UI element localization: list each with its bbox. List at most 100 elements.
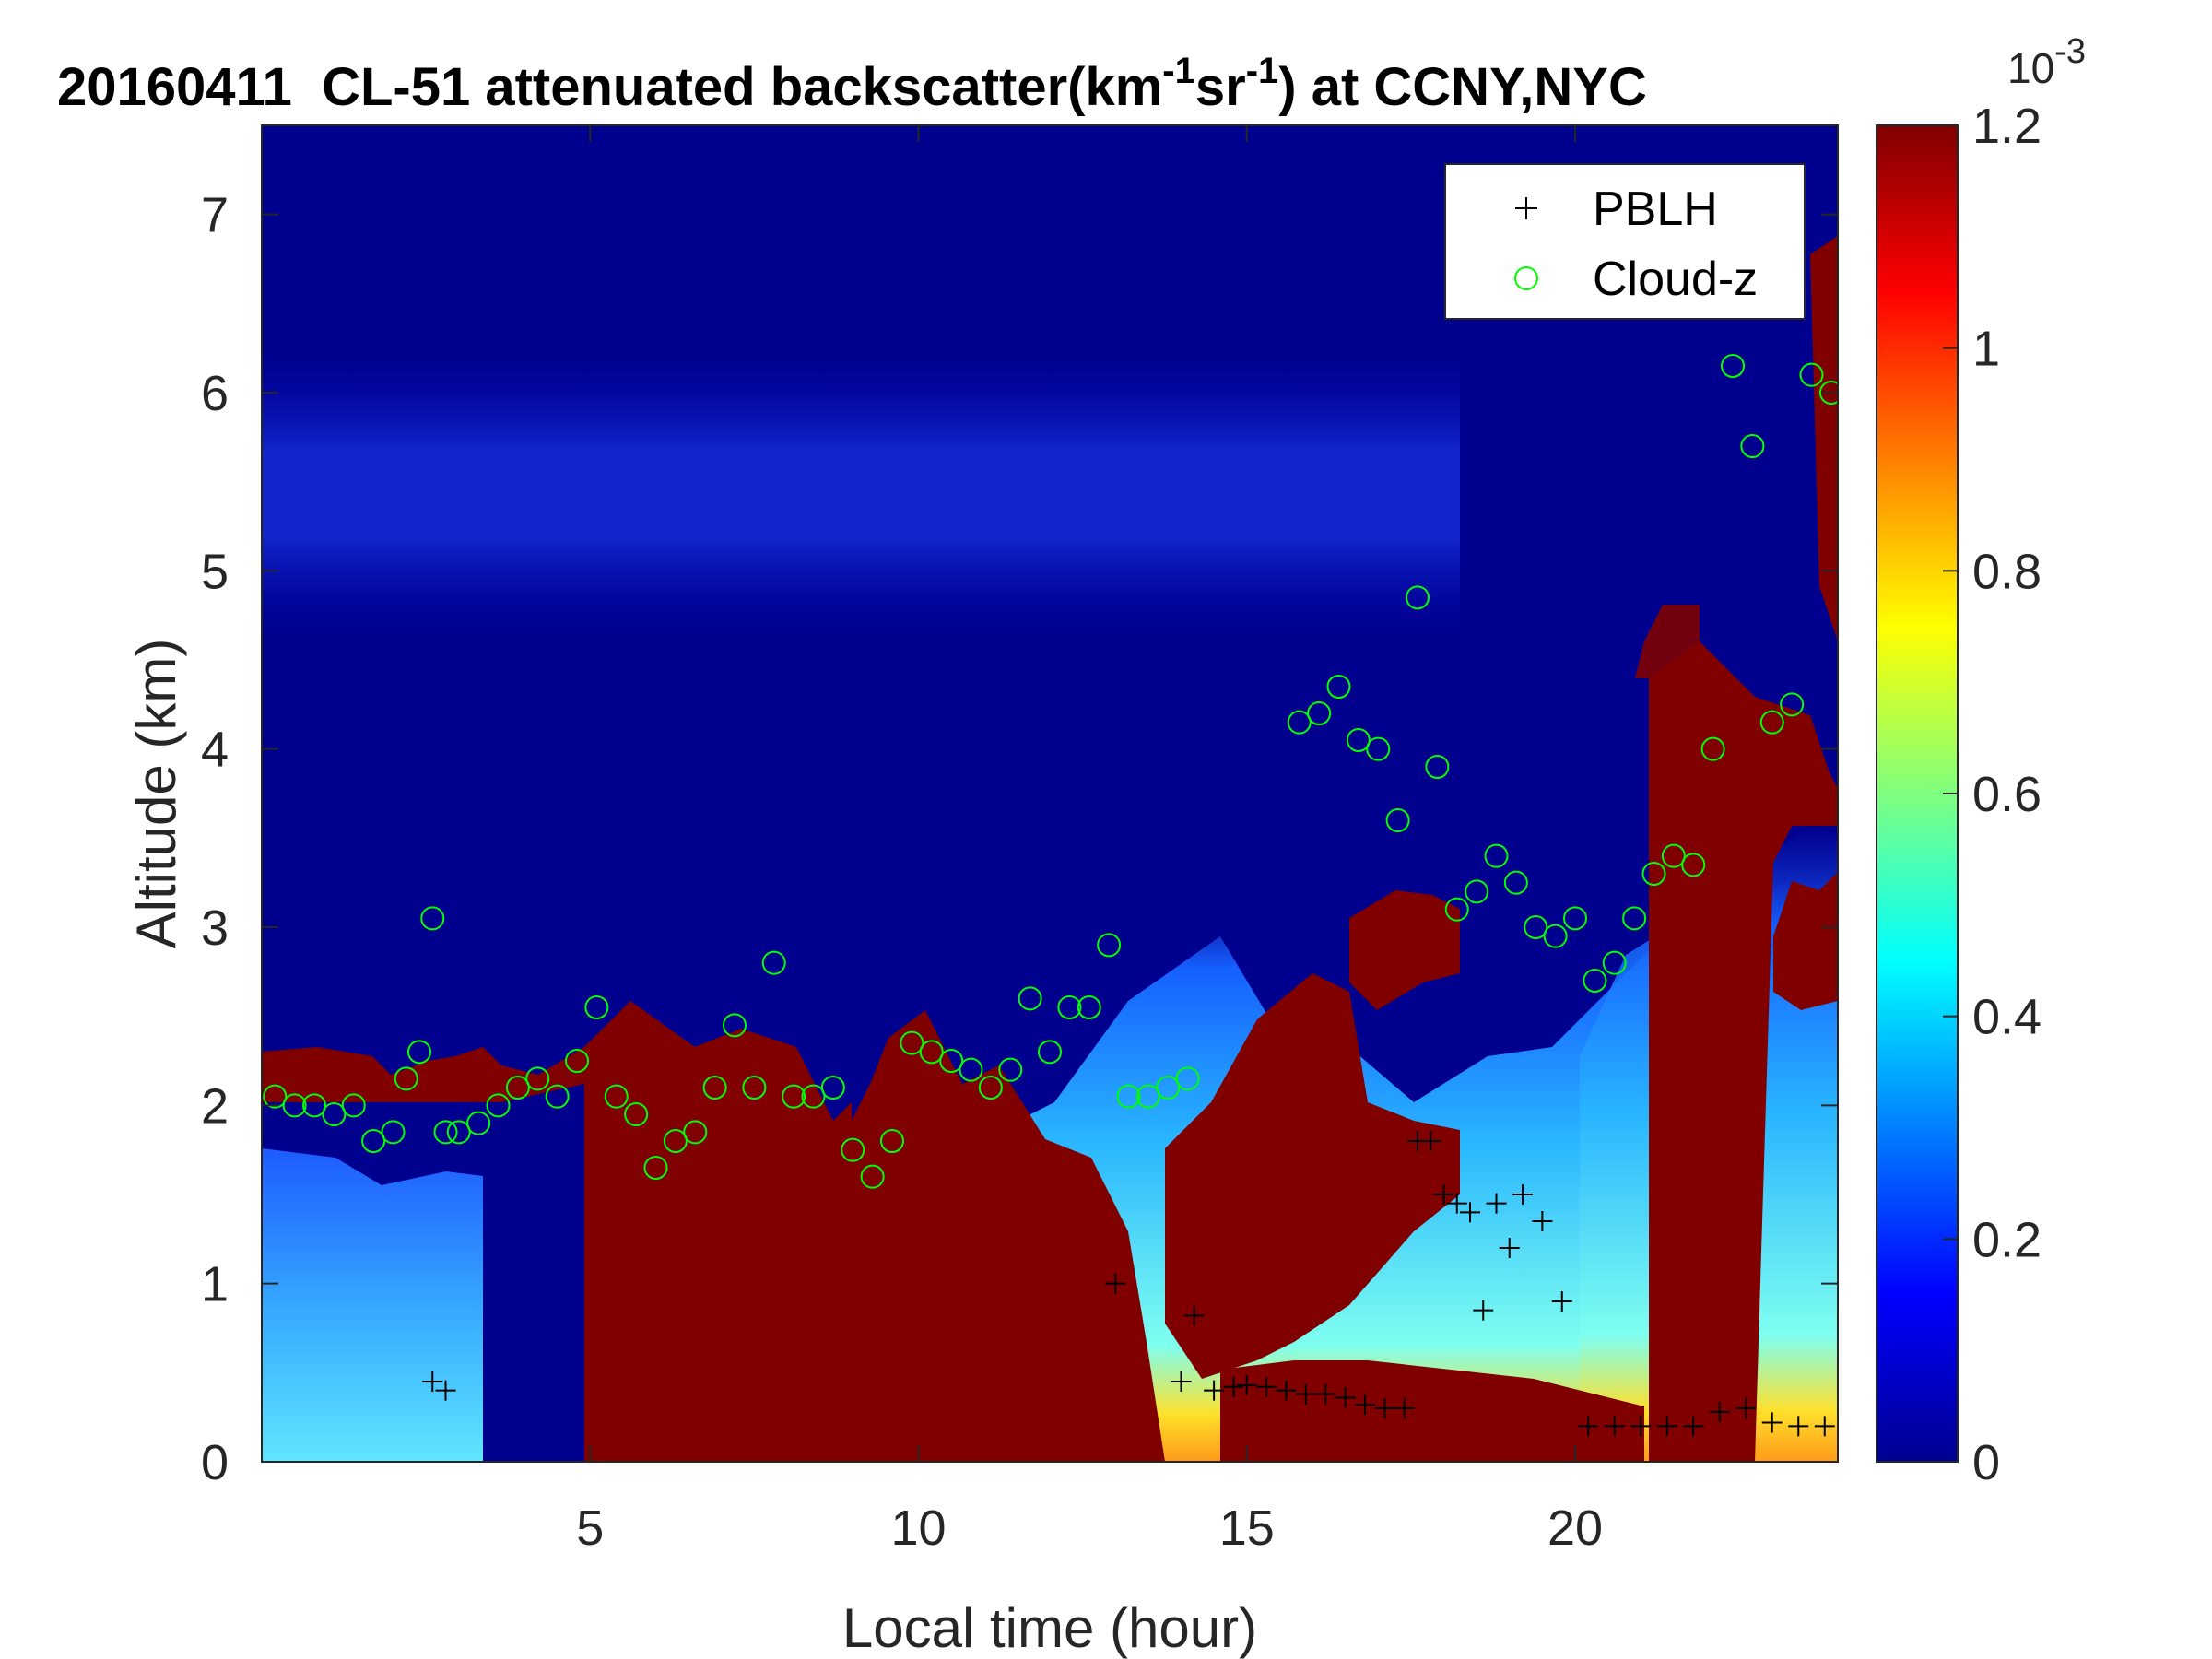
cloud-z-point (466, 1111, 491, 1135)
colorbar-tick-label: 0.4 (1972, 990, 2041, 1045)
cloud-z-point (361, 1129, 386, 1153)
cloud-z-point (322, 1102, 347, 1126)
cloud-z-point (420, 906, 445, 931)
cloud-z-point (1641, 862, 1666, 886)
cloud-z-point (1366, 736, 1391, 761)
cloud-z-point (761, 950, 786, 975)
pblh-point (1394, 1398, 1415, 1418)
x-tick-label: 5 (576, 1500, 604, 1556)
pblh-point (1709, 1401, 1730, 1422)
y-tick-label: 2 (201, 1078, 229, 1134)
upper-cloud-high (1810, 236, 1838, 641)
colorbar-tick-label: 0.6 (1972, 767, 2041, 822)
cloud-z-point (1524, 915, 1548, 939)
title-superscript-2: -1 (1246, 51, 1279, 91)
cloud-z-point (978, 1076, 1003, 1100)
cloud-z-point (1583, 969, 1607, 993)
cloud-z-point (1346, 728, 1371, 752)
pblh-point (1683, 1416, 1704, 1437)
cloud-z-point (959, 1057, 983, 1082)
pblh-point (1183, 1305, 1205, 1326)
plot-frame (261, 124, 1839, 1463)
y-tick-label: 1 (201, 1257, 229, 1312)
cloud-z-point (880, 1129, 904, 1153)
cloud-z-point (341, 1093, 366, 1118)
cloud-z-point (860, 1164, 885, 1189)
pblh-point (1105, 1273, 1126, 1294)
y-tick-label: 0 (201, 1435, 229, 1490)
cloud-z-point (1484, 843, 1509, 868)
cloud-z-point (486, 1093, 511, 1118)
cloud-z-point (1740, 434, 1765, 458)
cloud-z-point (1175, 1066, 1200, 1091)
colorbar-tick-label: 0.2 (1972, 1212, 2041, 1267)
pblh-point (1486, 1193, 1507, 1214)
cloud-z-point (1503, 870, 1528, 895)
y-axis-ticks: 0 1 2 3 4 5 6 7 (201, 188, 1838, 1490)
cloud-z-point (643, 1156, 668, 1180)
deep-cloud-column (1649, 641, 1838, 1462)
pblh-point (1788, 1416, 1809, 1437)
pblh-point (1604, 1416, 1625, 1437)
cloud-z-point (801, 1084, 826, 1109)
legend-label-pblh: PBLH (1593, 182, 1718, 236)
cloud-z-point (565, 1049, 589, 1073)
colorbar-tick-label: 1.2 (1972, 99, 2041, 154)
cloud-z-markers (263, 354, 1838, 1189)
cloud-z-point (381, 1120, 406, 1145)
pblh-point (1223, 1376, 1244, 1397)
cloud-z-point (723, 1013, 747, 1038)
upper-cloud-patch (1635, 605, 1700, 678)
cloud-z-point (1326, 675, 1351, 699)
cloud-z-point (998, 1057, 1023, 1082)
pblh-point (1578, 1416, 1599, 1437)
cloud-z-point (1602, 950, 1627, 975)
cloud-z-point (302, 1093, 326, 1118)
legend-marker-pblh (1515, 197, 1537, 219)
cloud-z-point (1097, 933, 1122, 958)
pblh-point (1171, 1371, 1192, 1392)
cloud-z-point (1700, 736, 1725, 761)
cloud-z-point (702, 1076, 727, 1100)
cloud-z-point (282, 1093, 307, 1118)
cloud-z-point (841, 1137, 865, 1162)
legend-box (1444, 163, 1806, 320)
pblh-point (1256, 1376, 1277, 1397)
pblh-point (1295, 1383, 1316, 1405)
cloud-layer-midday (852, 1010, 1165, 1462)
cloud-z-point (1444, 897, 1469, 922)
y-tick-label: 4 (201, 723, 229, 778)
pblh-point (1499, 1238, 1520, 1258)
pblh-point (435, 1380, 456, 1401)
cloud-z-point (446, 1120, 471, 1145)
cloud-z-point (939, 1049, 964, 1073)
cloud-z-point (663, 1129, 688, 1153)
aloft-aerosol-layer (262, 356, 1460, 632)
cloud-z-point (1116, 1084, 1141, 1109)
cloud-z-point (1385, 808, 1410, 832)
cloud-layer-evening (1349, 890, 1460, 1010)
pblh-point (1460, 1202, 1480, 1223)
cloud-z-point (407, 1040, 431, 1065)
cloud-z-point (1307, 701, 1332, 725)
backscatter-heatmap (262, 125, 1838, 1462)
cloud-z-point (505, 1076, 530, 1100)
cloud-z-point (1465, 879, 1489, 904)
cloud-z-point (1018, 986, 1042, 1011)
cloud-z-point (525, 1066, 550, 1091)
pblh-point (1551, 1291, 1572, 1312)
x-axis-ticks: 5 10 15 20 (576, 125, 1603, 1556)
cloud-z-point (1135, 1084, 1160, 1109)
pblh-point (1473, 1300, 1494, 1321)
pblh-point (1630, 1416, 1652, 1437)
y-tick-label: 5 (201, 544, 229, 599)
cloud-z-point (1759, 710, 1784, 735)
pblh-point (1335, 1387, 1356, 1408)
colorbar-exponent: 10-3 (2007, 32, 2086, 92)
y-tick-label: 7 (201, 188, 229, 243)
pblh-point (1355, 1394, 1375, 1416)
cloud-z-point (1406, 585, 1430, 610)
cloud-z-point (782, 1084, 806, 1109)
legend: PBLH Cloud-z (1444, 163, 1806, 320)
pblh-point (1512, 1184, 1533, 1205)
